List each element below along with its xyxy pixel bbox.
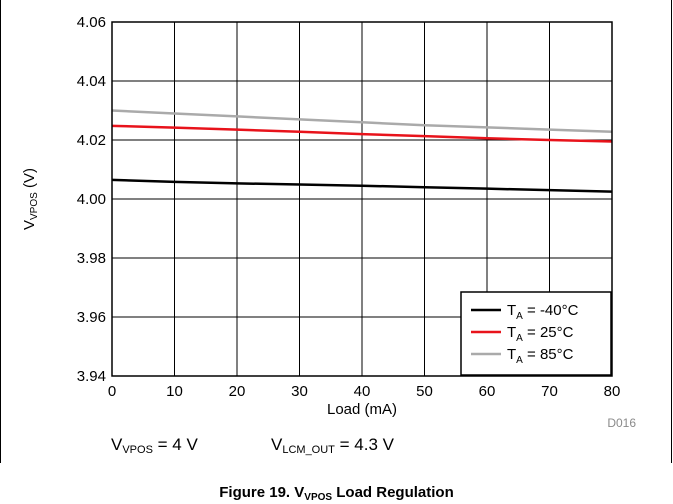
x-tick-label: 10 <box>166 383 183 400</box>
y-tick-label: 3.96 <box>77 309 106 326</box>
legend-label-sub: A <box>516 333 523 344</box>
legend-label-sub: A <box>516 311 523 322</box>
x-tick-label: 20 <box>229 383 246 400</box>
condition-vpos: VVPOS = 4 V <box>111 435 198 456</box>
legend-label-rest: = 25°C <box>523 324 574 341</box>
condition-vpos-sub: VPOS <box>122 444 153 456</box>
caption-suffix: Load Regulation <box>332 484 454 501</box>
y-tick-label: 4.00 <box>77 191 106 208</box>
figure-id-label: D016 <box>607 416 636 430</box>
legend-label-1: TA = -40°C <box>507 302 579 322</box>
x-tick-label: 80 <box>604 383 621 400</box>
figure-caption: Figure 19. VVPOS Load Regulation <box>0 484 673 503</box>
legend: TA = -40°CTA = 25°CTA = 85°C <box>460 291 612 376</box>
plot-area-border <box>111 21 613 377</box>
y-axis-label-main: V <box>21 220 38 230</box>
legend-box <box>460 291 612 376</box>
frame-left-border <box>0 0 1 463</box>
legend-label-main: T <box>507 346 516 363</box>
series-line-3 <box>111 109 613 133</box>
condition-vpos-main: V <box>111 435 123 454</box>
condition-vlcm-sub: LCM_OUT <box>282 444 335 456</box>
caption-prefix: Figure 19. V <box>219 484 305 501</box>
y-tick-label: 3.98 <box>77 250 106 267</box>
x-tick-label: 70 <box>541 383 558 400</box>
y-tick-label: 3.94 <box>77 368 106 385</box>
series-lines <box>111 109 613 193</box>
condition-vlcm-main: V <box>271 435 283 454</box>
x-tick-label: 60 <box>479 383 496 400</box>
y-axis-label-sub: VPOS <box>29 192 40 220</box>
legend-label-sub: A <box>516 355 523 366</box>
y-tick-label: 4.06 <box>77 14 106 31</box>
caption-sub: VPOS <box>304 492 333 503</box>
legend-label-2: TA = 25°C <box>507 324 574 344</box>
series-line-1 <box>111 178 613 193</box>
y-tick-labels: 3.94 3.96 3.98 4.00 4.02 4.04 4.06 <box>77 14 106 385</box>
legend-label-rest: = -40°C <box>523 302 579 319</box>
legend-label-3: TA = 85°C <box>507 346 574 366</box>
y-axis-label-unit: (V) <box>21 168 38 192</box>
condition-vpos-value: = 4 V <box>152 435 198 454</box>
x-tick-label: 40 <box>354 383 371 400</box>
legend-label-main: T <box>507 324 516 341</box>
legend-label-main: T <box>507 302 516 319</box>
x-tick-labels: 0 10 20 30 40 50 60 70 80 <box>108 383 621 400</box>
legend-label-rest: = 85°C <box>523 346 574 363</box>
frame-right-border <box>671 0 672 463</box>
condition-vlcm-out: VLCM_OUT = 4.3 V <box>271 435 394 456</box>
x-tick-label: 30 <box>291 383 308 400</box>
y-tick-label: 4.02 <box>77 132 106 149</box>
x-axis-label: Load (mA) <box>327 401 397 418</box>
x-tick-label: 50 <box>416 383 433 400</box>
y-axis-label: VVPOS (V) <box>21 168 40 230</box>
y-tick-label: 4.04 <box>77 73 106 90</box>
x-tick-label: 0 <box>108 383 116 400</box>
load-regulation-chart: 0 10 20 30 40 50 60 70 80 3.94 3.96 3.98 4.00 4.02 4.… <box>21 14 636 430</box>
condition-vlcm-value: = 4.3 V <box>334 435 394 454</box>
series-line-2 <box>111 124 613 143</box>
